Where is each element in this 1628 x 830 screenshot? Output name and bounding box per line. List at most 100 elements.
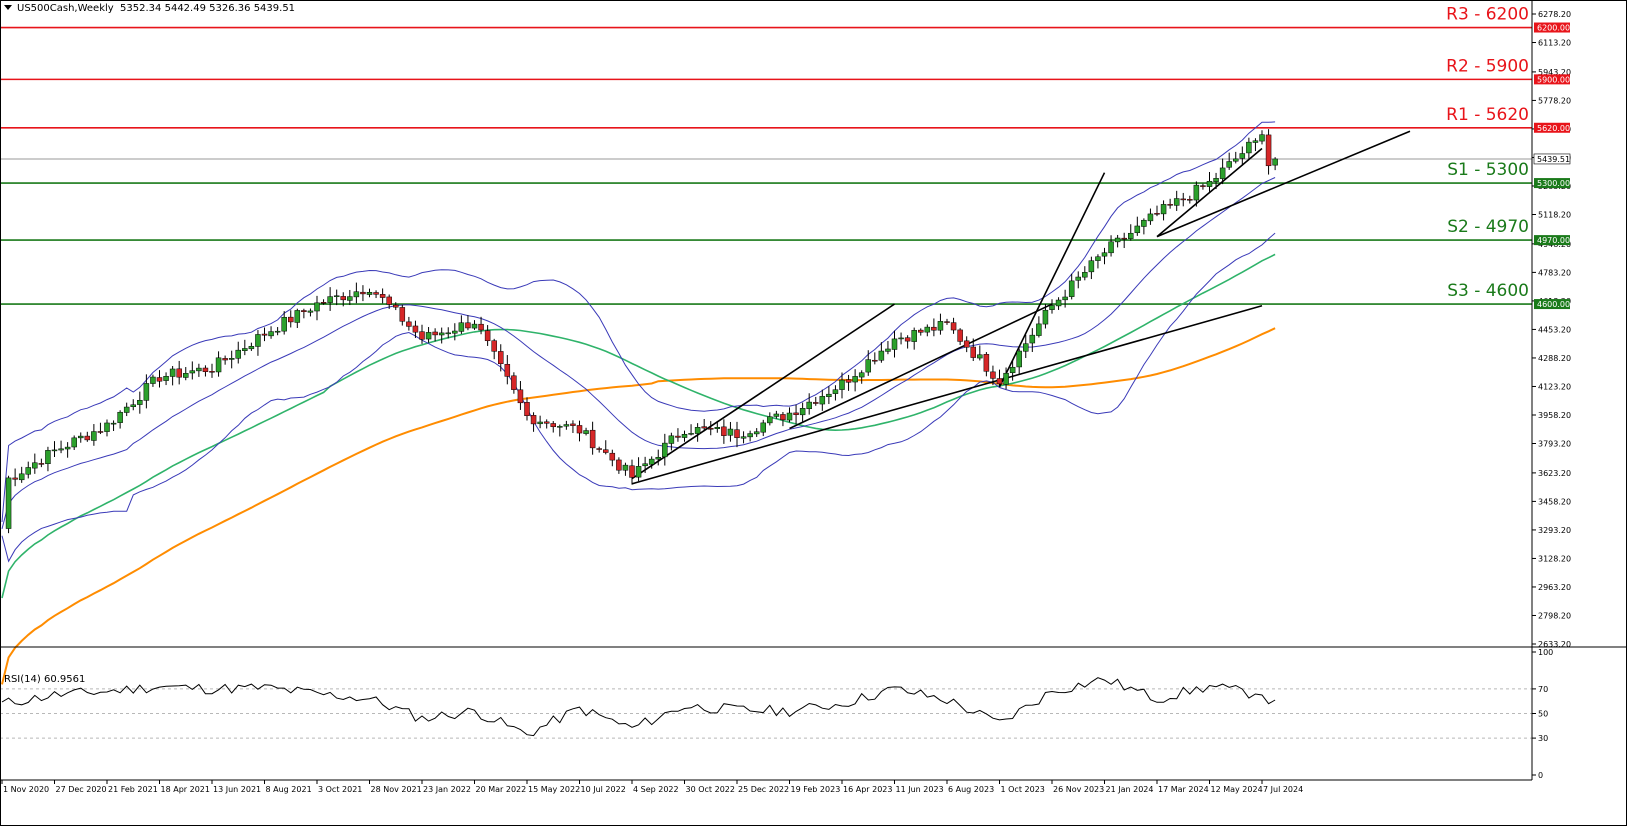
candle — [1003, 367, 1009, 390]
candle-body — [1160, 204, 1167, 215]
candle — [806, 393, 812, 415]
candle-body — [1016, 350, 1022, 368]
price-tick-label: 5943.20 — [1538, 68, 1571, 77]
candle — [924, 324, 931, 337]
candle — [543, 419, 550, 429]
candle-body — [1233, 158, 1239, 162]
close-value: 5439.51 — [253, 3, 296, 14]
candle — [839, 372, 845, 399]
candle — [767, 412, 773, 426]
candle-body — [918, 329, 924, 333]
candle-body — [215, 357, 222, 373]
candle-body — [950, 322, 957, 331]
candle — [983, 352, 990, 377]
candle — [1049, 299, 1055, 314]
candle — [1068, 273, 1075, 300]
candle — [255, 330, 261, 356]
candle-body — [904, 337, 911, 342]
time-tick-label: 13 Jun 2021 — [213, 785, 261, 794]
candle — [123, 402, 130, 417]
candle-body — [274, 330, 281, 333]
time-tick-label: 8 Aug 2021 — [266, 785, 312, 794]
candle-body — [196, 367, 202, 372]
candle-body — [1009, 366, 1016, 374]
candle-body — [799, 408, 806, 416]
candle — [176, 360, 182, 385]
candle — [1023, 334, 1029, 359]
time-tick-label: 6 Aug 2023 — [948, 785, 994, 794]
rsi-tick-label: 100 — [1538, 648, 1553, 657]
candle — [84, 431, 91, 442]
rsi-series-line — [1, 677, 1276, 737]
candle-body — [740, 436, 747, 439]
candle-body — [78, 435, 84, 439]
ma-orange-line — [1, 327, 1276, 685]
candle-body — [340, 296, 346, 301]
candle-body — [5, 477, 12, 529]
candle — [563, 420, 570, 430]
candle — [1016, 348, 1022, 375]
candle-body — [963, 340, 970, 348]
candle-body — [110, 422, 117, 425]
candle — [1108, 235, 1114, 257]
candle — [353, 282, 360, 304]
candle-body — [320, 302, 327, 304]
candle-body — [543, 421, 550, 424]
candle-body — [1206, 180, 1213, 187]
candle-body — [150, 376, 156, 384]
candle-body — [517, 389, 524, 404]
candle — [156, 370, 163, 388]
trendline[interactable] — [789, 303, 1053, 430]
trendline[interactable] — [631, 305, 1263, 485]
candle-body — [1062, 296, 1068, 301]
candle — [301, 308, 307, 319]
level-tag-label: 4600.00 — [1537, 300, 1570, 309]
candle — [333, 289, 340, 306]
candle-body — [648, 458, 655, 465]
candle — [261, 327, 268, 342]
candle-body — [1265, 134, 1272, 167]
candle — [228, 350, 235, 369]
candle — [891, 330, 898, 358]
candle — [130, 399, 136, 411]
candle-body — [675, 435, 681, 438]
candle — [1075, 271, 1081, 289]
candle — [701, 418, 707, 432]
trendline[interactable] — [1156, 147, 1263, 238]
candle-body — [104, 422, 110, 432]
candle-body — [58, 448, 64, 451]
candle — [347, 289, 353, 306]
candle — [616, 457, 622, 474]
candle-body — [872, 359, 878, 362]
candle — [662, 433, 668, 466]
candle — [944, 318, 950, 325]
candle — [268, 326, 274, 339]
candle — [852, 369, 858, 392]
candle-body — [642, 463, 648, 467]
candle-body — [314, 302, 320, 312]
candle-body — [622, 464, 629, 471]
candle — [629, 459, 635, 485]
dropdown-arrow-icon[interactable] — [4, 5, 12, 10]
candle-body — [1042, 309, 1049, 325]
trendline-extension[interactable] — [1156, 130, 1411, 238]
candle-body — [458, 322, 465, 332]
trendline[interactable] — [631, 303, 895, 480]
candle — [1154, 205, 1160, 217]
candle-body — [537, 421, 543, 425]
candle-body — [1259, 134, 1265, 142]
price-tick-label: 3623.20 — [1538, 469, 1571, 478]
candle — [576, 420, 583, 442]
rsi-label: RSI(14) — [4, 674, 41, 685]
candle-body — [471, 323, 478, 329]
candle — [379, 288, 386, 304]
level-tag-label: 6200.00 — [1537, 24, 1570, 33]
candle-body — [1252, 140, 1259, 143]
candle — [360, 285, 366, 302]
candle — [314, 295, 320, 321]
candle-body — [668, 435, 675, 444]
bollinger-upper — [1, 121, 1276, 523]
candle — [1259, 130, 1265, 145]
candle-body — [360, 291, 366, 295]
